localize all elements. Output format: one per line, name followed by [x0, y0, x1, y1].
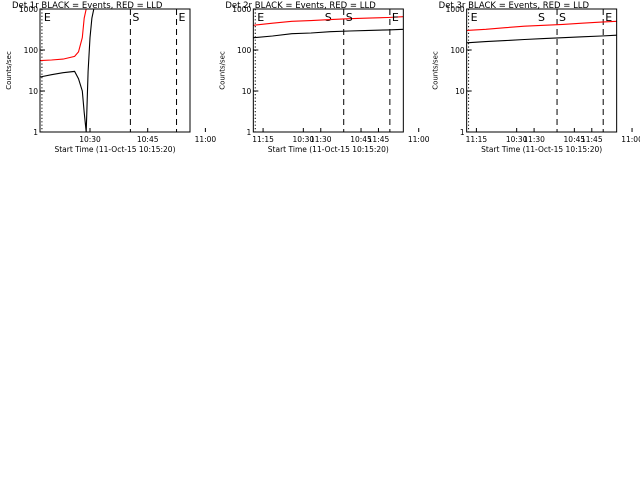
- y-tick-label: 10: [28, 87, 38, 96]
- y-tick-label: 1: [247, 128, 252, 137]
- x-tick-label: 11:15: [466, 135, 488, 144]
- time-marker-label: S: [325, 11, 332, 24]
- x-tick-label: 10:45: [564, 135, 586, 144]
- y-axis-label: Counts/sec: [432, 51, 440, 90]
- x-tick-label: 11:30: [523, 135, 545, 144]
- x-tick-label: 11:45: [581, 135, 603, 144]
- time-marker-label: S: [538, 11, 545, 24]
- plot-area: [253, 9, 404, 132]
- y-tick-label: 1: [460, 128, 465, 137]
- events-series-line: [40, 9, 190, 132]
- panel-3: Det 3r BLACK = Events, RED = LLDESES10:3…: [432, 1, 640, 154]
- time-marker-label: S: [132, 11, 139, 24]
- time-marker-label: E: [44, 11, 51, 24]
- y-tick-label: 1000: [232, 5, 251, 14]
- x-axis-label: Start Time (11-Oct-15 10:15:20): [481, 145, 602, 154]
- x-axis-label: Start Time (11-Oct-15 10:15:20): [268, 145, 389, 154]
- y-tick-label: 10: [242, 87, 252, 96]
- plot-frame: [39, 8, 191, 133]
- panel-title: Det 1r BLACK = Events, RED = LLD: [12, 1, 163, 11]
- x-tick-label: 11:30: [310, 135, 332, 144]
- y-axis-label: Counts/sec: [218, 51, 226, 90]
- x-tick-label: 11:00: [408, 135, 430, 144]
- time-marker-label: E: [257, 11, 264, 24]
- plot-area: [40, 9, 190, 132]
- y-tick-label: 100: [24, 46, 39, 55]
- plot-area: [466, 9, 617, 132]
- x-tick-label: 11:15: [252, 135, 274, 144]
- x-tick-label: 10:30: [79, 135, 101, 144]
- y-tick-label: 1: [33, 128, 38, 137]
- time-marker-label: E: [392, 11, 399, 24]
- y-tick-label: 10: [455, 87, 465, 96]
- y-tick-label: 1000: [19, 5, 38, 14]
- time-marker-label: E: [605, 11, 612, 24]
- x-tick-label: 10:30: [506, 135, 528, 144]
- time-marker-label: E: [471, 11, 478, 24]
- x-tick-label: 10:45: [350, 135, 372, 144]
- x-tick-label: 11:00: [621, 135, 640, 144]
- y-tick-label: 100: [237, 46, 252, 55]
- lld-series-line: [40, 9, 190, 62]
- y-axis-label: Counts/sec: [5, 51, 13, 90]
- events-series-line: [466, 34, 617, 44]
- lld-series-line: [253, 16, 404, 26]
- plot-frame: [252, 8, 404, 133]
- panel-title: Det 3r BLACK = Events, RED = LLD: [439, 1, 590, 11]
- lld-series-line: [466, 20, 617, 31]
- x-tick-label: 11:45: [368, 135, 390, 144]
- plot-frame: [466, 8, 618, 133]
- y-tick-label: 1000: [446, 5, 465, 14]
- x-tick-label: 10:45: [137, 135, 159, 144]
- y-tick-label: 100: [450, 46, 465, 55]
- time-marker-label: S: [559, 11, 566, 24]
- x-axis-label: Start Time (11-Oct-15 10:15:20): [54, 145, 175, 154]
- time-marker-label: E: [179, 11, 186, 24]
- events-series-line: [253, 28, 404, 39]
- x-tick-label: 10:30: [293, 135, 315, 144]
- time-marker-label: S: [346, 11, 353, 24]
- panel-title: Det 2r BLACK = Events, RED = LLD: [225, 1, 376, 11]
- x-tick-label: 11:00: [195, 135, 217, 144]
